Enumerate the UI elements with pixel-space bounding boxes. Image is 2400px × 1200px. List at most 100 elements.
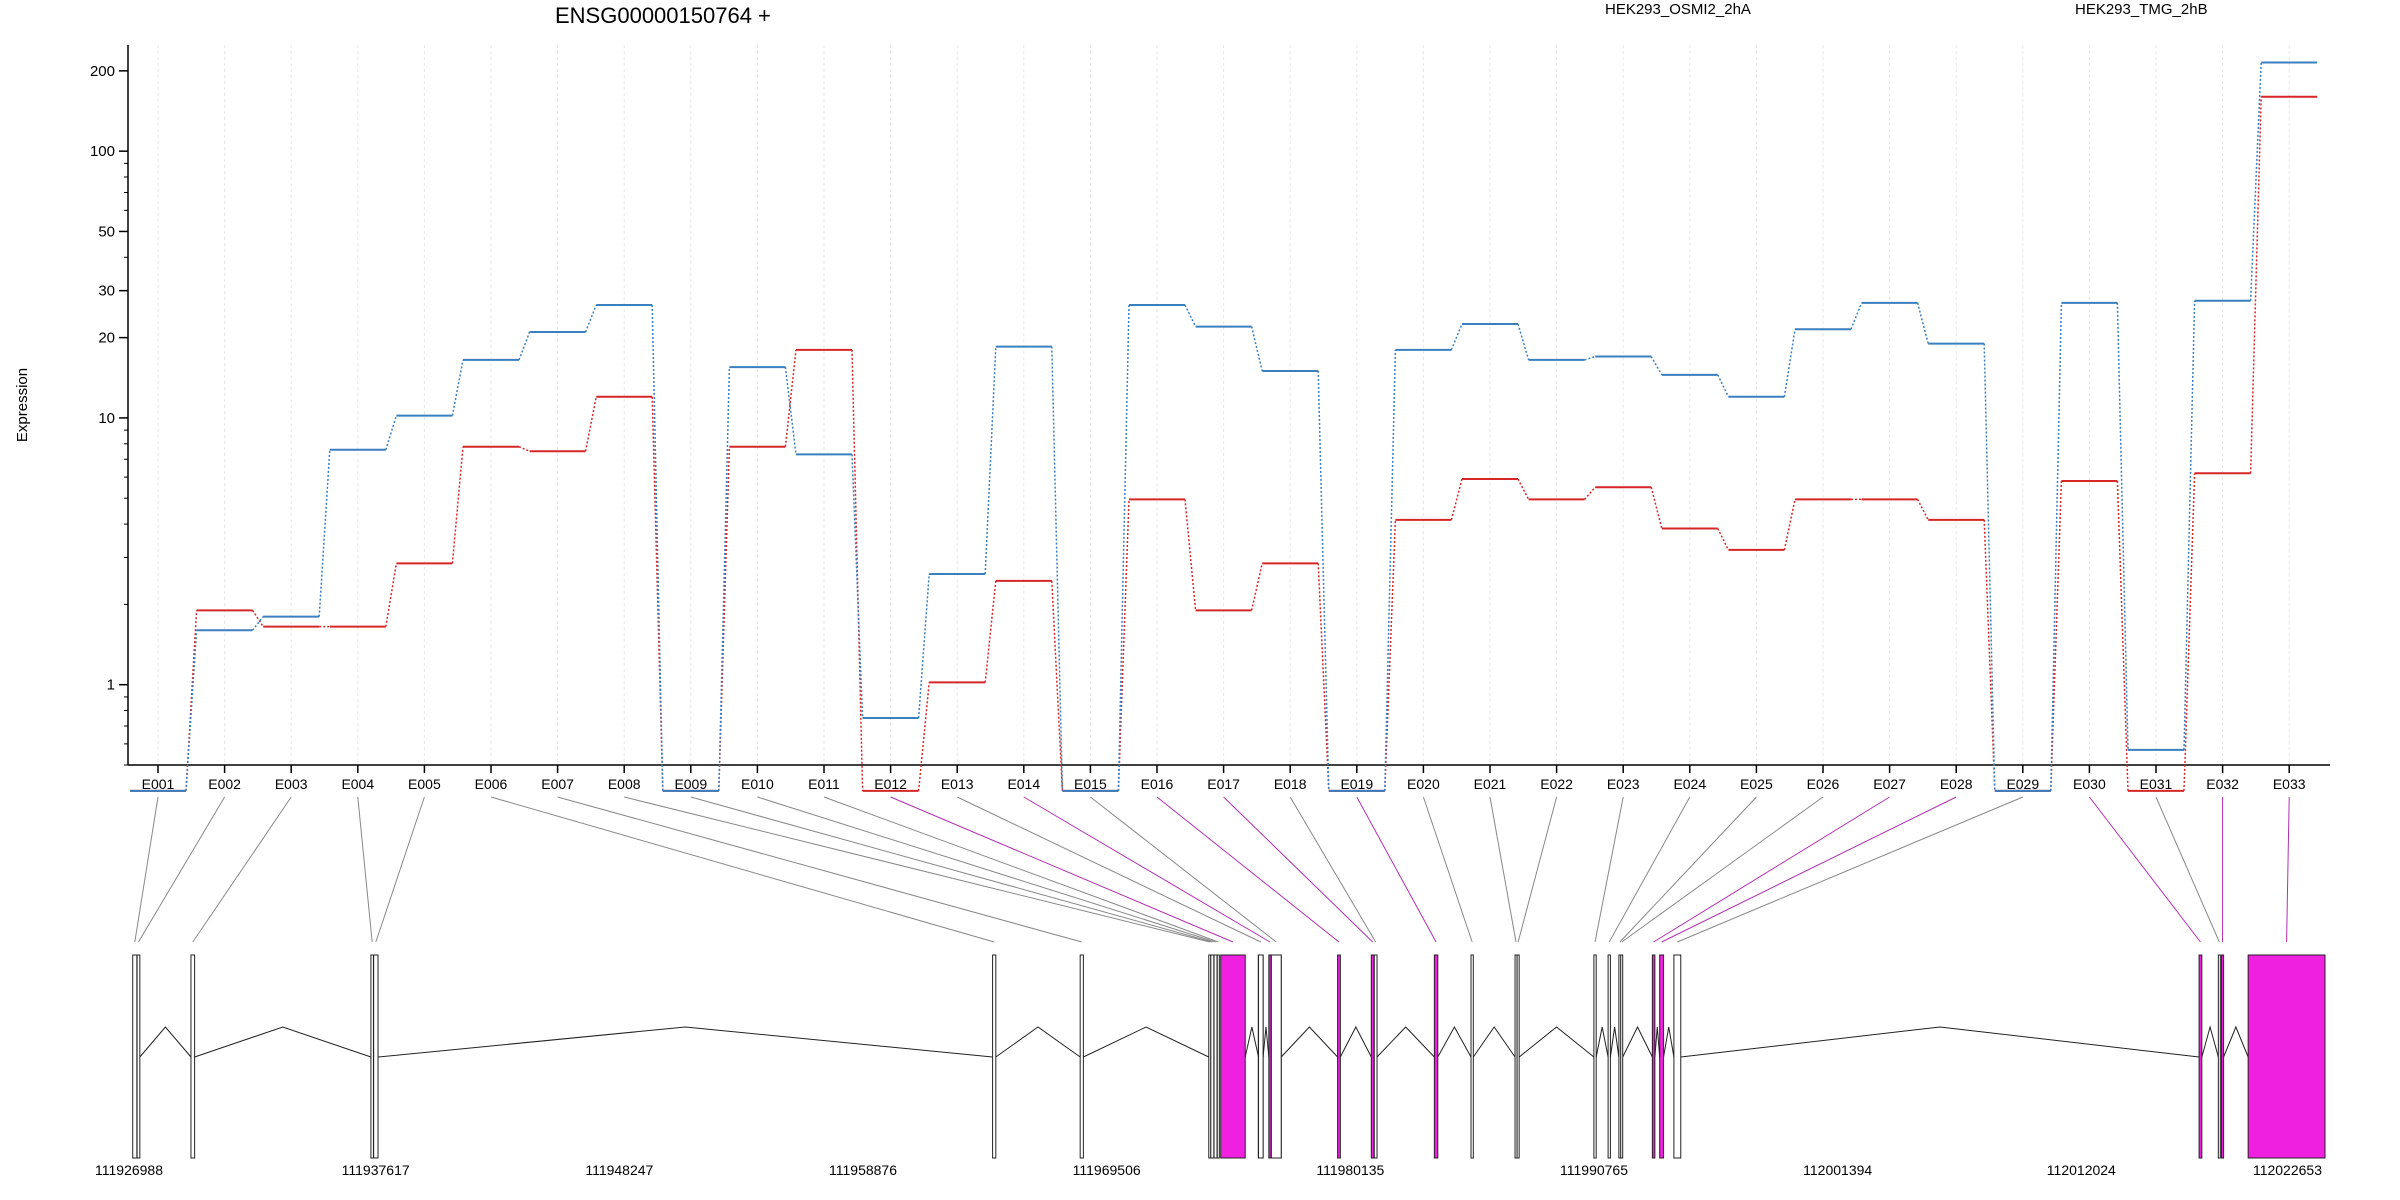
series-transition: [251, 609, 264, 628]
x-tick-label: E032: [2206, 776, 2239, 792]
x-tick-label: E030: [2073, 776, 2106, 792]
intron: [1680, 1026, 2200, 1058]
series-transition: [185, 610, 198, 791]
y-tick-label: 50: [98, 223, 115, 240]
x-tick-label: E016: [1141, 776, 1174, 792]
series-transition: [917, 682, 930, 791]
series-transition: [318, 449, 331, 617]
exon-block-E032: [2221, 954, 2225, 1159]
series-transition: [1450, 323, 1463, 351]
genomic-coord-label: 111980135: [1316, 1162, 1384, 1178]
series-transition: [252, 616, 264, 631]
connector-E007: [557, 796, 1082, 943]
series-transition: [1317, 370, 1330, 791]
series-transition: [1850, 302, 1863, 330]
legend-entry-series-1: HEK293_OSMI2_2hA: [1605, 1, 1751, 18]
series-transition: [1384, 349, 1397, 791]
series-transition: [1517, 323, 1530, 361]
series-transition: [984, 580, 997, 683]
series-transition: [1250, 326, 1263, 372]
series-transition: [1184, 499, 1197, 611]
connector-E015: [1090, 796, 1277, 943]
series-transition: [1650, 487, 1663, 529]
series-transition: [2050, 302, 2063, 791]
series-transition: [584, 304, 597, 333]
series-transition: [185, 630, 198, 791]
connector-E014: [1023, 796, 1271, 943]
x-tick-label: E008: [608, 776, 641, 792]
exon-block-E027: [1651, 954, 1656, 1159]
x-tick-label: E010: [741, 776, 774, 792]
series-transition: [1450, 478, 1463, 521]
x-tick-label: E033: [2273, 776, 2306, 792]
exon-connectors: [134, 796, 2290, 943]
series-transition: [784, 367, 797, 455]
intron: [2223, 1025, 2249, 1058]
y-tick-label: 1: [107, 677, 115, 694]
series-transition: [2116, 302, 2129, 750]
connector-E024: [1608, 796, 1691, 943]
exon-block-E024: [1607, 954, 1611, 1159]
exon-block-E031: [2217, 954, 2221, 1159]
intron: [377, 1026, 993, 1058]
x-tick-label: E020: [1407, 776, 1440, 792]
intron: [1280, 1026, 1338, 1058]
exon-block-E023: [1593, 954, 1597, 1159]
exon-block-E009: [1210, 954, 1215, 1159]
exon-block-E026: [1620, 954, 1624, 1159]
series-transition: [651, 305, 664, 791]
connector-E027: [1653, 796, 1890, 943]
genomic-coord-label: 111948247: [585, 1162, 653, 1178]
connector-E018: [1289, 796, 1377, 943]
exon-block-E028: [1659, 954, 1665, 1159]
exon-block-E029: [1673, 954, 1682, 1159]
series-transition: [1983, 519, 1996, 791]
connector-E006: [490, 796, 995, 943]
series-transition: [518, 331, 531, 361]
x-tick-label: E005: [408, 776, 441, 792]
grid-lines: [157, 45, 2290, 765]
exon-block-E006: [992, 954, 997, 1159]
x-tick-label: E031: [2140, 776, 2173, 792]
x-tick-label: E007: [541, 776, 574, 792]
x-tick-label: E002: [208, 776, 241, 792]
y-tick-label: 100: [90, 143, 115, 160]
genomic-axis: 111926988 111937617 111948247 111958876 1119…: [95, 1162, 2322, 1178]
genomic-coord-label: 111937617: [342, 1162, 410, 1178]
exon-block-E017: [1370, 954, 1375, 1159]
intron: [139, 1026, 192, 1058]
connector-E033: [2286, 796, 2290, 943]
connector-E016: [1156, 796, 1340, 943]
series-transition: [651, 396, 664, 791]
y-tick-label: 10: [98, 410, 115, 427]
connector-E008: [624, 796, 1210, 943]
x-tick-label: E025: [1740, 776, 1773, 792]
intron: [1262, 1026, 1270, 1058]
series-transition: [718, 367, 731, 791]
intron: [1609, 1026, 1620, 1058]
series-transition: [584, 396, 597, 452]
genomic-coord-label: 111926988: [95, 1162, 163, 1178]
genomic-coord-label: 111990765: [1560, 1162, 1628, 1178]
x-tick-label: E004: [341, 776, 374, 792]
series-transition: [984, 346, 997, 575]
y-axis-label: Expression: [14, 368, 31, 442]
exon-block-E010: [1213, 954, 1218, 1159]
series-transition: [1517, 478, 1530, 500]
genomic-coord-label: 112022653: [2253, 1162, 2322, 1178]
exon-block-E019: [1433, 954, 1439, 1159]
connector-E031: [2155, 796, 2220, 943]
intron: [995, 1026, 1081, 1058]
series-transition: [1717, 374, 1730, 398]
exon-block-E020: [1470, 954, 1474, 1159]
exon-block-E014: [1268, 954, 1272, 1159]
series-transition: [1983, 343, 1996, 791]
x-tick-label: E009: [674, 776, 707, 792]
x-tick-label: E017: [1207, 776, 1240, 792]
connector-E017: [1223, 796, 1374, 943]
genomic-coord-label: 112012024: [2047, 1162, 2116, 1178]
connector-E010: [757, 796, 1216, 943]
exon-block-E015: [1270, 954, 1282, 1159]
intron: [2201, 1025, 2219, 1058]
exon-block-E033: [2247, 954, 2326, 1159]
